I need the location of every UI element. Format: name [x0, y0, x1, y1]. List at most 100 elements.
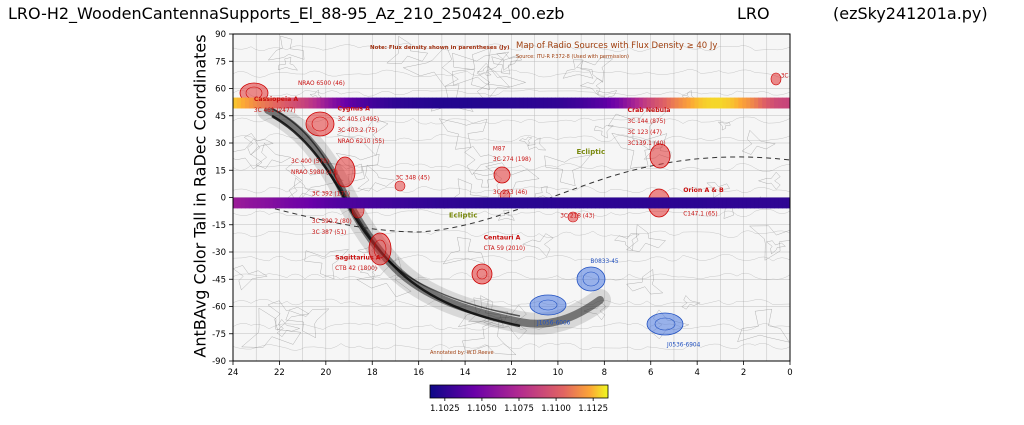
colorbar-tick-label: 1.1100	[541, 404, 571, 414]
heatmap-cell	[595, 197, 600, 209]
heatmap-cell	[416, 97, 421, 109]
y-tick-label: 60	[215, 85, 226, 95]
heatmap-cell	[706, 197, 712, 209]
heatmap-cell	[364, 97, 369, 109]
heatmap-cell	[706, 97, 712, 109]
heatmap-cell	[459, 197, 465, 209]
heatmap-cell	[348, 197, 353, 209]
chart-title: LRO-H2_WoodenCantennaSupports_El_88-95_A…	[8, 4, 565, 23]
heatmap-cell	[678, 197, 684, 209]
heatmap-cell	[292, 97, 298, 109]
source-label: Sagittarius A	[335, 254, 381, 261]
heatmap-cell	[451, 97, 457, 109]
heatmap-cell	[272, 197, 278, 209]
heatmap-cell	[256, 197, 262, 209]
heatmap-cell	[487, 97, 493, 109]
heatmap-cell	[443, 197, 449, 209]
heatmap-cell	[248, 97, 254, 109]
heatmap-cell	[384, 97, 389, 109]
source-label: 3C 274 (198)	[493, 157, 531, 163]
heatmap-cell	[535, 197, 540, 209]
contour	[579, 77, 603, 96]
heatmap-cell	[244, 97, 250, 109]
heatmap-cell	[762, 197, 767, 209]
heatmap-cell	[670, 97, 676, 109]
contour	[476, 62, 526, 103]
heatmap-cell	[698, 97, 704, 109]
ecliptic-label: Ecliptic	[576, 148, 605, 156]
heatmap-cell	[531, 197, 536, 209]
source-label: NRAO 6210 (55)	[337, 139, 384, 145]
source-label: 3C 403.2 (75)	[337, 128, 377, 134]
heatmap-cell	[408, 197, 413, 209]
heatmap-cell	[312, 97, 318, 109]
heatmap-cell	[674, 197, 680, 209]
heatmap-cell	[408, 97, 413, 109]
heatmap-cell	[778, 97, 783, 109]
heatmap-cell	[427, 97, 433, 109]
heatmap-cell	[718, 97, 723, 109]
heatmap-cell	[364, 197, 369, 209]
heatmap-cell	[344, 197, 349, 209]
heatmap-cell	[738, 97, 743, 109]
heatmap-cell	[630, 97, 636, 109]
heatmap-cell	[519, 197, 525, 209]
heatmap-cell	[384, 197, 389, 209]
contour	[233, 253, 790, 263]
heatmap-cell	[427, 197, 433, 209]
y-tick-label: -60	[212, 303, 226, 313]
heatmap-cell	[400, 197, 405, 209]
heatmap-cell	[714, 97, 719, 109]
source-label: Cassiopeia A	[254, 96, 299, 103]
heatmap-cell	[260, 97, 266, 109]
heatmap-cell	[599, 197, 604, 209]
heatmap-cell	[734, 197, 739, 209]
contour	[737, 308, 790, 343]
heatmap-cell	[447, 97, 453, 109]
heatmap-cell	[479, 97, 485, 109]
heatmap-cell	[583, 197, 588, 209]
heatmap-cell	[435, 197, 441, 209]
y-tick-label: 15	[215, 166, 226, 176]
heatmap-cell	[654, 197, 660, 209]
contour	[304, 249, 349, 280]
heatmap-cell	[376, 197, 381, 209]
heatmap-cell	[766, 97, 771, 109]
heatmap-cell	[698, 197, 704, 209]
heatmap-cell	[356, 97, 361, 109]
contour	[285, 308, 330, 339]
heatmap-cell	[722, 197, 727, 209]
heatmap-cell	[483, 97, 489, 109]
heatmap-cell	[662, 97, 668, 109]
contour	[706, 182, 730, 199]
heatmap-bands	[233, 97, 790, 209]
colorbar-ticks: 1.1025 1.1050 1.1075 1.1100 1.1125	[430, 398, 608, 414]
contour	[757, 171, 781, 190]
heatmap-cell	[587, 97, 592, 109]
heatmap-cell	[503, 97, 509, 109]
heatmap-cell	[300, 197, 306, 209]
heatmap-cell	[499, 97, 505, 109]
blob-3c218	[567, 211, 579, 223]
heatmap-cell	[786, 97, 790, 109]
heatmap-cell	[233, 197, 238, 209]
x-axis: 24 22 20 18 16 14 12 10 8 6 4 2 0	[228, 361, 793, 378]
heatmap-cell	[567, 97, 572, 109]
y-axis: 90 75 60 45 30 15 0 -15 -30 -45 -60 -75 -90	[212, 30, 233, 367]
heatmap-cell	[272, 97, 278, 109]
heatmap-cell	[515, 197, 521, 209]
contour	[607, 110, 668, 151]
source-label: M87	[493, 146, 506, 152]
heatmap-cell	[368, 97, 373, 109]
contour	[576, 57, 614, 83]
heatmap-cell	[686, 197, 692, 209]
heatmap-cell	[575, 197, 580, 209]
heatmap-cell	[308, 97, 314, 109]
y-tick-label: 30	[215, 139, 226, 149]
heatmap-cell	[264, 97, 270, 109]
heatmap-cell	[300, 97, 306, 109]
colorbar	[429, 384, 609, 399]
heatmap-cell	[344, 97, 349, 109]
heatmap-cell	[650, 197, 656, 209]
heatmap-cell	[264, 197, 270, 209]
